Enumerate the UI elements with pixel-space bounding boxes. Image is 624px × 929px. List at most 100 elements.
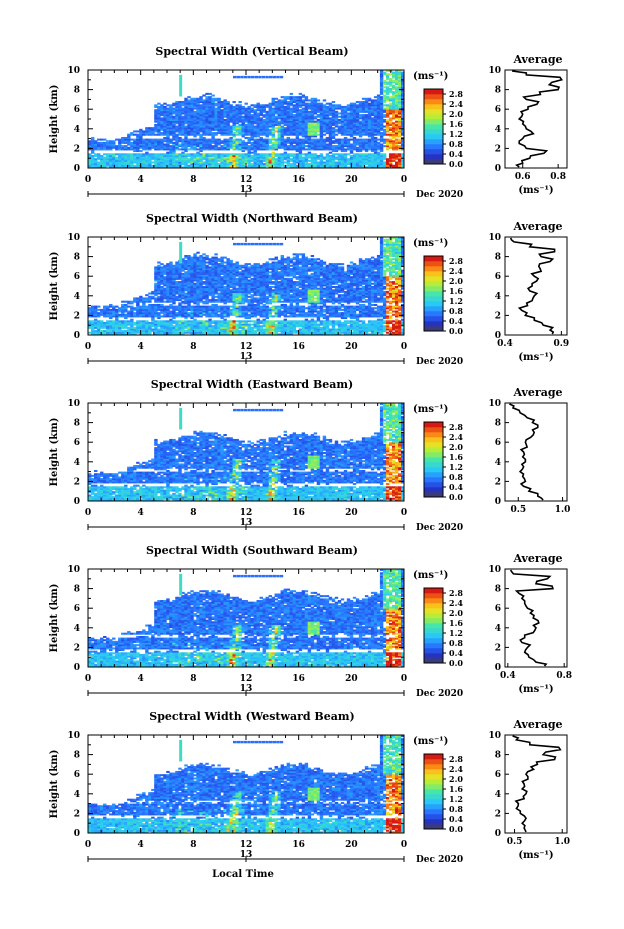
average-y-tick-label: 2 <box>495 477 501 487</box>
x-tick-label: 20 <box>345 674 358 684</box>
date-marker-label: 13 <box>240 185 253 195</box>
colorbar-tick-label: 0.0 <box>449 658 463 668</box>
colorbar: 0.00.40.81.21.62.02.42.8 <box>423 753 463 834</box>
colorbar-tick-label: 1.2 <box>449 794 463 804</box>
average-y-tick-label: 6 <box>495 604 501 614</box>
average-y-tick-label: 10 <box>488 399 501 409</box>
x-tick-label: 20 <box>345 508 358 518</box>
panel-title: Spectral Width (Vertical Beam) <box>155 45 348 58</box>
chart-panel-1: Spectral Width (Northward Beam) 0 2 4 6 8 10 0 4… <box>49 212 569 367</box>
colorbar-tick-label: 0.0 <box>449 824 463 834</box>
x-tick-label: 4 <box>138 175 144 185</box>
average-y-tick-label: 8 <box>495 253 501 263</box>
x-tick-label: 20 <box>345 175 358 185</box>
x-axis-label: Local Time <box>212 869 274 880</box>
y-tick-label: 0 <box>74 663 80 673</box>
average-y-tick-label: 4 <box>495 790 501 800</box>
colorbar: 0.00.40.81.21.62.02.42.8 <box>423 88 463 169</box>
date-marker-label: 13 <box>240 352 253 362</box>
x-tick-label: 4 <box>138 840 144 850</box>
colorbar-tick-label: 0.0 <box>449 159 463 169</box>
average-profile-line <box>509 403 544 501</box>
colorbar-unit: (ms⁻¹) <box>413 404 448 415</box>
colorbar-tick-label: 2.4 <box>449 764 463 774</box>
heatmap-cells <box>88 403 405 502</box>
colorbar-tick-label: 0.8 <box>449 139 463 149</box>
x-tick-label: 4 <box>138 342 144 352</box>
colorbar-tick-label: 1.6 <box>449 286 463 296</box>
colorbar-tick-label: 0.4 <box>449 316 463 326</box>
x-tick-label: 8 <box>190 342 196 352</box>
chart-panel-0: Spectral Width (Vertical Beam) 0 2 4 6 8 10 0 4 8… <box>49 45 568 200</box>
x-tick-label: 12 <box>240 342 253 352</box>
y-tick-label: 10 <box>67 66 80 76</box>
y-tick-label: 2 <box>74 643 80 653</box>
average-y-tick-label: 10 <box>488 731 501 741</box>
average-y-tick-label: 4 <box>495 292 501 302</box>
average-y-tick-label: 4 <box>495 458 501 468</box>
colorbar-tick-label: 0.8 <box>449 638 463 648</box>
x-tick-label: 0 <box>85 840 91 850</box>
colorbar-tick-label: 0.4 <box>449 482 463 492</box>
colorbar-tick-label: 2.0 <box>449 442 463 452</box>
y-tick-label: 4 <box>74 458 80 468</box>
average-y-tick-label: 10 <box>488 233 501 243</box>
colorbar-tick-label: 1.6 <box>449 452 463 462</box>
average-title: Average <box>512 718 562 731</box>
colorbar-tick-label: 1.2 <box>449 628 463 638</box>
average-x-tick-label: 0.9 <box>554 339 570 349</box>
average-profile-line <box>509 237 556 335</box>
average-title: Average <box>512 552 562 565</box>
average-y-tick-label: 8 <box>495 585 501 595</box>
y-tick-label: 10 <box>67 233 80 243</box>
colorbar-unit: (ms⁻¹) <box>413 736 448 747</box>
average-x-tick-label: 0.8 <box>556 671 572 681</box>
y-tick-label: 4 <box>74 292 80 302</box>
average-y-tick-label: 0 <box>495 331 501 341</box>
colorbar: 0.00.40.81.21.62.02.42.8 <box>423 421 463 502</box>
average-x-tick-label: 0.4 <box>497 339 513 349</box>
x-tick-label: 12 <box>240 508 253 518</box>
x-tick-label: 8 <box>190 840 196 850</box>
average-profile-panel: Average 0 2 4 6 8 10 0.4 0.8(ms⁻¹) <box>488 552 572 695</box>
colorbar-tick-label: 2.8 <box>449 256 463 266</box>
average-x-label: (ms⁻¹) <box>518 684 553 695</box>
x-tick-label: 0 <box>401 508 407 518</box>
y-tick-label: 8 <box>74 253 80 263</box>
y-axis-label: Height (km) <box>49 750 60 819</box>
heatmap-cells <box>88 237 405 336</box>
colorbar-tick-label: 2.0 <box>449 608 463 618</box>
average-y-tick-label: 0 <box>495 663 501 673</box>
x-tick-label: 8 <box>190 175 196 185</box>
y-tick-label: 2 <box>74 144 80 154</box>
y-tick-label: 4 <box>74 125 80 135</box>
average-x-tick-label: 0.8 <box>550 172 566 182</box>
colorbar-tick-label: 0.4 <box>449 149 463 159</box>
y-tick-label: 0 <box>74 331 80 341</box>
y-axis-label: Height (km) <box>49 85 60 154</box>
average-x-label: (ms⁻¹) <box>518 352 553 363</box>
y-tick-label: 4 <box>74 790 80 800</box>
average-y-tick-label: 6 <box>495 438 501 448</box>
average-y-tick-label: 0 <box>495 164 501 174</box>
x-tick-label: 0 <box>85 508 91 518</box>
average-profile-line <box>512 735 562 833</box>
colorbar: 0.00.40.81.21.62.02.42.8 <box>423 255 463 336</box>
heatmap-cells <box>88 735 405 834</box>
heatmap-cells <box>88 70 405 169</box>
colorbar-tick-label: 2.4 <box>449 266 463 276</box>
colorbar-tick-label: 0.4 <box>449 648 463 658</box>
average-title: Average <box>512 53 562 66</box>
colorbar-tick-label: 1.2 <box>449 462 463 472</box>
colorbar-tick-label: 2.8 <box>449 754 463 764</box>
colorbar-unit: (ms⁻¹) <box>413 71 448 82</box>
y-tick-label: 8 <box>74 585 80 595</box>
colorbar-tick-label: 1.6 <box>449 618 463 628</box>
average-y-tick-label: 4 <box>495 125 501 135</box>
colorbar-tick-label: 2.4 <box>449 99 463 109</box>
colorbar-tick-label: 0.0 <box>449 326 463 336</box>
y-tick-label: 0 <box>74 829 80 839</box>
colorbar-tick-label: 0.4 <box>449 814 463 824</box>
y-tick-label: 8 <box>74 751 80 761</box>
panel-title: Spectral Width (Southward Beam) <box>146 544 358 557</box>
